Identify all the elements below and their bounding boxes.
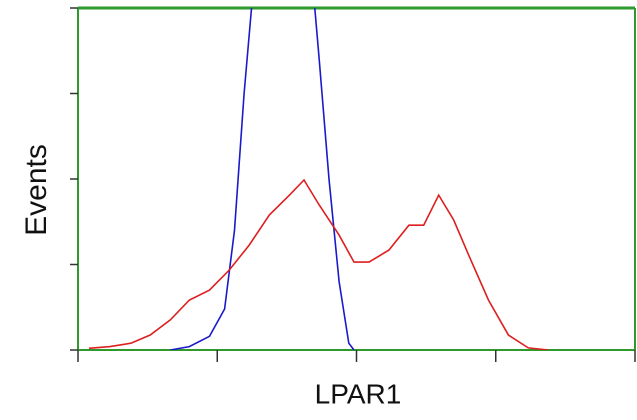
histogram-line — [88, 178, 549, 350]
histogram-line — [170, 8, 355, 350]
plot-area — [88, 8, 549, 350]
y-axis-label: Events — [20, 144, 53, 236]
x-axis-label: LPAR1 — [315, 378, 402, 409]
